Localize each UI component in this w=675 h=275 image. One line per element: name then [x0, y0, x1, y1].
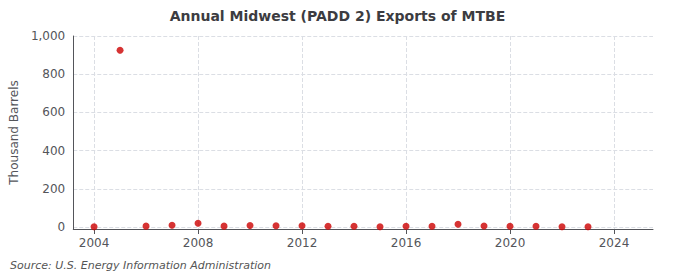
svg-text:Thousand Barrels: Thousand Barrels: [7, 80, 21, 185]
svg-text:2012: 2012: [287, 236, 318, 250]
svg-text:0: 0: [58, 220, 66, 234]
svg-text:200: 200: [42, 182, 65, 196]
svg-text:2004: 2004: [79, 236, 110, 250]
svg-text:2024: 2024: [599, 236, 630, 250]
svg-text:Source: U.S. Energy Informatio: Source: U.S. Energy Information Administ…: [10, 259, 271, 272]
svg-text:600: 600: [42, 105, 65, 119]
svg-text:Annual Midwest (PADD 2) Export: Annual Midwest (PADD 2) Exports of MTBE: [170, 8, 506, 24]
svg-text:2020: 2020: [495, 236, 526, 250]
svg-text:800: 800: [42, 67, 65, 81]
svg-text:1,000: 1,000: [31, 29, 65, 43]
svg-text:2008: 2008: [183, 236, 214, 250]
svg-text:2016: 2016: [391, 236, 422, 250]
svg-text:400: 400: [42, 144, 65, 158]
